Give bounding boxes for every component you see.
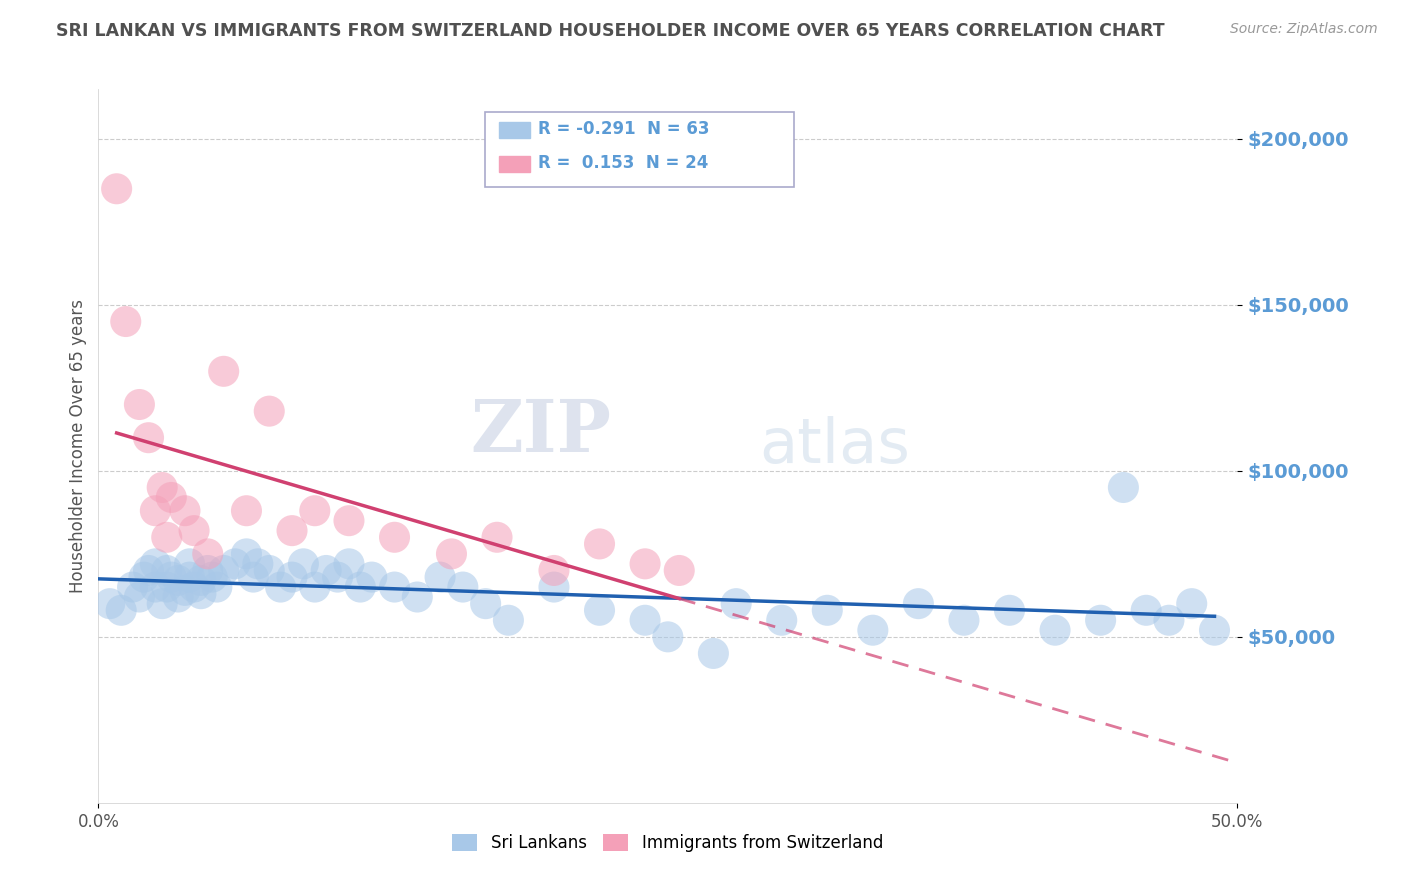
Point (953, 613, 976, 627)
Point (634, 557, 657, 571)
Point (121, 580, 143, 594)
Point (668, 564, 690, 578)
Point (770, 613, 793, 627)
Point (440, 547, 463, 561)
Point (281, 570, 304, 584)
Point (150, 597, 173, 611)
Point (179, 570, 201, 584)
Point (292, 557, 315, 571)
Point (1181, 597, 1204, 611)
Point (326, 570, 349, 584)
Legend: Sri Lankans, Immigrants from Switzerland: Sri Lankans, Immigrants from Switzerland (446, 827, 890, 859)
Point (235, 547, 257, 561)
Text: ZIP: ZIP (470, 396, 612, 467)
Point (205, 580, 228, 594)
Point (360, 570, 382, 584)
Point (498, 613, 520, 627)
Point (702, 647, 724, 661)
Point (201, 570, 224, 584)
Text: atlas: atlas (759, 416, 910, 476)
Point (815, 603, 838, 617)
Point (1135, 603, 1157, 617)
Point (451, 580, 474, 594)
Point (190, 574, 212, 588)
Point (337, 514, 360, 528)
Point (138, 431, 160, 445)
Point (156, 564, 179, 578)
Point (543, 564, 565, 578)
Point (588, 537, 610, 551)
Point (270, 580, 292, 594)
Point (406, 590, 429, 604)
Point (145, 557, 167, 571)
Point (259, 564, 281, 578)
Point (212, 364, 235, 378)
Point (474, 597, 496, 611)
Point (1090, 613, 1112, 627)
Point (907, 597, 929, 611)
Y-axis label: Householder Income Over 65 years: Householder Income Over 65 years (69, 299, 87, 593)
Point (145, 580, 167, 594)
Point (160, 491, 183, 505)
Text: SRI LANKAN VS IMMIGRANTS FROM SWITZERLAND HOUSEHOLDER INCOME OVER 65 YEARS CORRE: SRI LANKAN VS IMMIGRANTS FROM SWITZERLAN… (56, 22, 1164, 40)
Point (281, 524, 304, 538)
Point (150, 481, 173, 495)
Point (349, 580, 371, 594)
Point (138, 564, 160, 578)
Point (183, 580, 205, 594)
Point (197, 564, 219, 578)
Text: Source: ZipAtlas.com: Source: ZipAtlas.com (1230, 22, 1378, 37)
Point (105, 182, 128, 196)
Point (110, 603, 132, 617)
Point (657, 630, 679, 644)
Point (259, 404, 281, 418)
Point (315, 564, 337, 578)
Point (1112, 481, 1135, 495)
Point (384, 530, 406, 544)
Point (246, 557, 269, 571)
Point (634, 613, 657, 627)
Point (337, 557, 360, 571)
Point (167, 590, 190, 604)
Point (145, 504, 167, 518)
Point (212, 564, 235, 578)
Point (304, 580, 326, 594)
Point (160, 570, 183, 584)
Point (179, 557, 201, 571)
Point (167, 574, 190, 588)
Point (384, 580, 406, 594)
Point (183, 524, 205, 538)
Point (242, 570, 264, 584)
Point (543, 580, 565, 594)
Point (128, 590, 150, 604)
Point (224, 557, 246, 571)
Point (304, 504, 326, 518)
Point (235, 504, 257, 518)
Point (486, 530, 509, 544)
Point (862, 624, 884, 638)
Point (197, 547, 219, 561)
Point (1157, 613, 1180, 627)
Point (98, 597, 121, 611)
Point (114, 314, 136, 328)
Point (190, 587, 212, 601)
Point (429, 570, 451, 584)
Text: R =  0.153  N = 24: R = 0.153 N = 24 (538, 154, 709, 172)
Point (132, 570, 155, 584)
Point (156, 530, 179, 544)
Point (1204, 624, 1226, 638)
Point (588, 603, 610, 617)
Point (128, 397, 150, 411)
Point (725, 597, 748, 611)
Point (156, 580, 179, 594)
Text: R = -0.291  N = 63: R = -0.291 N = 63 (538, 120, 710, 138)
Point (1043, 624, 1066, 638)
Point (174, 504, 197, 518)
Point (174, 583, 197, 598)
Point (998, 603, 1021, 617)
